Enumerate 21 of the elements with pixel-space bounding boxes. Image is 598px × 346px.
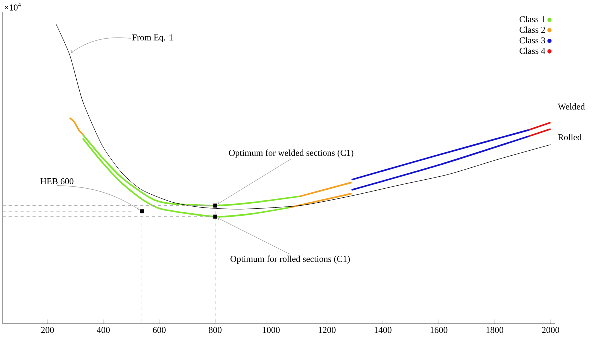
annotation: Optimum for welded sections (C1) <box>229 150 354 158</box>
x-tick-label: 600 <box>153 327 166 334</box>
annotation: Optimum for rolled sections (C1) <box>230 256 350 264</box>
x-tick-label: 1800 <box>486 327 504 334</box>
x-tick-label: 1200 <box>319 327 336 334</box>
x-tick-label: 1000 <box>263 327 280 334</box>
text: ×10$^{4}$ <box>4 2 22 11</box>
annotation: HEB 600 <box>40 178 74 185</box>
annotation: Rolled <box>558 134 582 140</box>
x-tick-label: 400 <box>97 327 110 334</box>
legend-label: Class 4 <box>520 48 546 54</box>
legend-label: Class 2 <box>520 26 546 34</box>
x-tick-label: 1600 <box>430 327 448 334</box>
x-tick-label: 1400 <box>374 327 392 334</box>
x-tick-label: 800 <box>209 327 222 334</box>
x-tick-label: 2000 <box>542 327 560 334</box>
x-tick-label: 200 <box>41 327 54 334</box>
annotation: Welded <box>558 104 586 110</box>
annotation: From Eq. 1 <box>132 34 173 43</box>
legend-label: Class 3 <box>520 37 546 44</box>
legend-label: Class 1 <box>520 16 546 22</box>
